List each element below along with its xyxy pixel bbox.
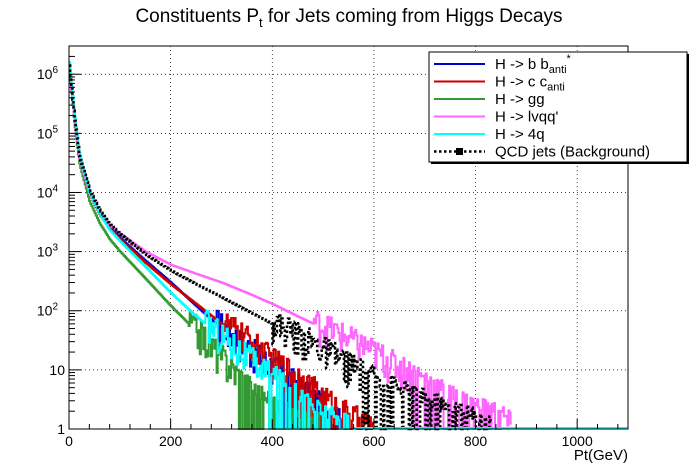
series-line-0 bbox=[69, 62, 344, 430]
x-tick-label: 800 bbox=[464, 433, 488, 449]
y-tick-label: 103 bbox=[37, 243, 59, 260]
x-tick-label: 200 bbox=[159, 433, 183, 449]
axis-ticks: 0 200 400 600 800 1000 1 10 102 103 104 105 106 bbox=[37, 45, 619, 449]
x-tick-label: 600 bbox=[362, 433, 386, 449]
y-tick-label: 104 bbox=[37, 183, 59, 200]
plot-frame bbox=[68, 45, 629, 430]
chart-title: Constituents Pt for Jets coming from Hig… bbox=[135, 6, 562, 30]
title-subscript: t bbox=[259, 15, 263, 30]
legend-box bbox=[428, 51, 688, 163]
series-layer bbox=[68, 61, 628, 431]
legend-label: H -> 4q bbox=[495, 126, 545, 143]
series-line-1 bbox=[69, 64, 375, 430]
title-main: Constituents P bbox=[135, 6, 259, 27]
y-tick-label: 102 bbox=[37, 302, 59, 319]
x-tick-label: 0 bbox=[65, 433, 73, 449]
legend-label: H -> lvqq' bbox=[495, 109, 558, 126]
series-line-4 bbox=[69, 61, 350, 430]
x-tick-label: 1000 bbox=[562, 433, 593, 449]
y-tick-label: 1 bbox=[57, 421, 65, 437]
series-line-2 bbox=[69, 68, 324, 430]
legend-label: H -> gg bbox=[495, 91, 545, 108]
legend-marker bbox=[456, 148, 463, 155]
title-rest: for Jets coming from Higgs Decays bbox=[263, 6, 563, 27]
legend-label: H -> c canti bbox=[495, 74, 565, 94]
series-line-5 bbox=[68, 64, 492, 431]
y-tick-label: 10 bbox=[49, 362, 65, 378]
legend-label: H -> b banti* bbox=[495, 53, 572, 76]
y-tick-label: 105 bbox=[37, 124, 59, 141]
y-tick-label: 106 bbox=[37, 65, 59, 82]
legend-label: QCD jets (Background) bbox=[495, 144, 650, 161]
x-tick-label: 400 bbox=[261, 433, 285, 449]
x-axis-label: Pt(GeV) bbox=[574, 447, 628, 464]
